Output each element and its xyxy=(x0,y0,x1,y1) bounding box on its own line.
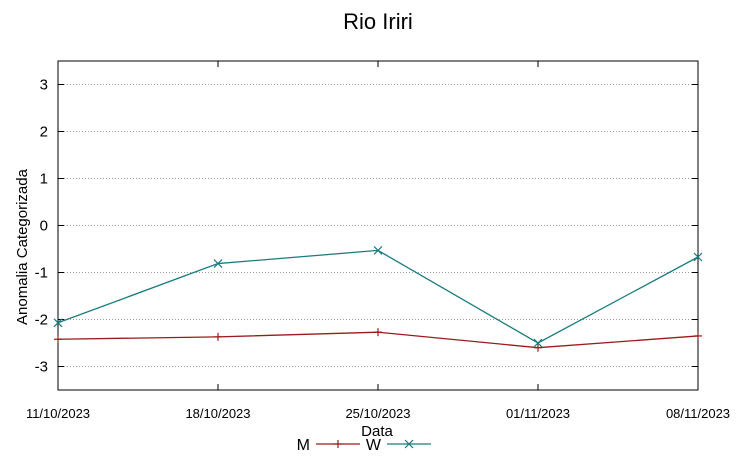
series xyxy=(53,245,703,352)
x-tick-label: 01/11/2023 xyxy=(506,406,570,421)
y-axis: 3 2 1 0 -1 -2 -3 xyxy=(35,77,698,376)
grid xyxy=(58,84,698,367)
x-tick-label: 18/10/2023 xyxy=(185,406,250,421)
x-tick-label: 11/10/2023 xyxy=(26,406,90,421)
legend-label-w: W xyxy=(366,437,382,454)
y-tick-label: 2 xyxy=(40,124,48,141)
series-w xyxy=(53,245,703,348)
x-axis: 11/10/2023 18/10/2023 25/10/2023 01/11/2023… xyxy=(26,61,730,421)
x-axis-label: Data xyxy=(361,423,393,440)
x-tick-label: 08/11/2023 xyxy=(666,406,730,421)
chart-title: Rio Iriri xyxy=(343,9,413,34)
y-tick-label: -2 xyxy=(35,312,48,329)
legend-marker-w xyxy=(404,439,414,449)
y-tick-label: 3 xyxy=(40,77,48,94)
legend-label-m: M xyxy=(297,437,310,454)
data-point-w xyxy=(693,252,703,262)
y-tick-label: -1 xyxy=(35,265,48,282)
data-point-w xyxy=(213,259,223,268)
y-tick-label: 1 xyxy=(40,171,48,188)
data-point-w xyxy=(533,338,543,348)
y-tick-label: -3 xyxy=(35,359,48,376)
x-tick-label: 25/10/2023 xyxy=(345,406,410,421)
y-axis-label: Anomalia Categorizada xyxy=(14,168,31,325)
data-point-w xyxy=(53,318,63,328)
series-m xyxy=(54,328,702,352)
data-point-w xyxy=(373,245,383,255)
y-tick-label: 0 xyxy=(40,218,48,235)
